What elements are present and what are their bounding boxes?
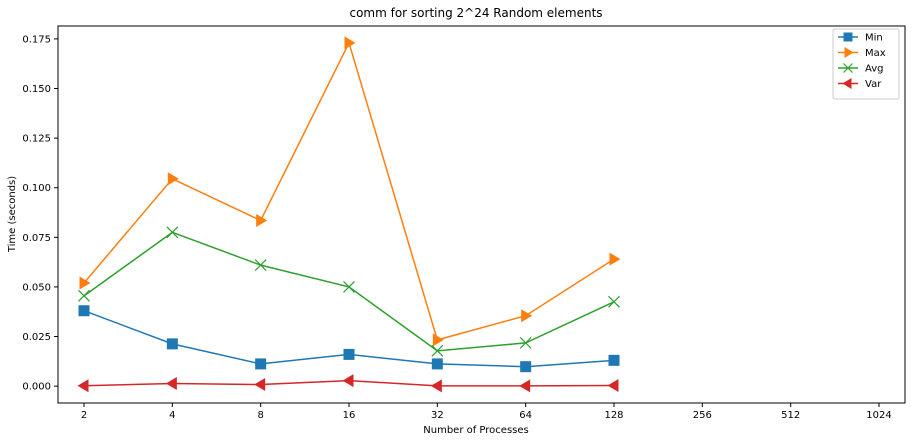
data-point — [254, 378, 266, 392]
data-point — [843, 63, 853, 73]
chart-title: comm for sorting 2^24 Random elements — [349, 6, 602, 20]
y-tick-label: 0.025 — [22, 332, 51, 343]
x-tick-label: 32 — [431, 410, 444, 421]
data-point — [430, 379, 442, 393]
data-point — [608, 295, 620, 308]
data-point — [844, 47, 854, 58]
y-tick-label: 0.050 — [22, 282, 51, 293]
legend-item-max: Max — [838, 47, 886, 59]
data-point — [608, 354, 620, 366]
series-var — [77, 374, 619, 393]
series-max — [79, 36, 621, 347]
data-point — [166, 338, 178, 350]
x-axis-title: Number of Processes — [423, 425, 528, 436]
x-tick-label: 4 — [169, 410, 175, 421]
legend-label: Max — [865, 48, 886, 59]
data-point — [431, 358, 443, 370]
x-tick-label: 1024 — [866, 410, 891, 421]
data-point — [342, 374, 354, 388]
x-tick-label: 64 — [519, 410, 532, 421]
data-point — [519, 336, 532, 349]
data-point — [344, 36, 356, 50]
legend-item-var: Var — [838, 78, 882, 90]
y-axis-ticks: 0.000 0.025 0.050 0.075 0.100 0.125 0.150 0.175 — [22, 34, 58, 393]
data-point — [432, 333, 444, 347]
data-point — [842, 78, 852, 89]
legend-label: Var — [865, 79, 882, 90]
data-point — [843, 32, 853, 42]
y-axis-title: Time (seconds) — [7, 176, 18, 253]
x-tick-label: 16 — [343, 410, 356, 421]
data-point — [520, 361, 532, 373]
plot-area — [57, 25, 906, 404]
data-point — [254, 259, 267, 272]
x-tick-label: 2 — [81, 410, 87, 421]
data-point — [431, 344, 444, 357]
plot-frame — [57, 25, 906, 404]
y-tick-label: 0.125 — [22, 134, 51, 145]
y-tick-label: 0.175 — [22, 34, 51, 45]
legend: Min Max Avg Var — [832, 28, 900, 100]
data-point — [255, 358, 267, 370]
series-min — [78, 305, 620, 373]
data-point — [79, 276, 91, 290]
y-tick-label: 0.150 — [22, 84, 51, 95]
legend-label: Min — [865, 33, 883, 44]
data-point — [609, 252, 621, 266]
legend-label: Avg — [865, 64, 884, 75]
data-point — [521, 309, 533, 323]
data-point — [167, 172, 179, 186]
y-tick-label: 0.075 — [22, 233, 51, 244]
x-axis-ticks: 2 4 8 16 32 64 128 256 512 1024 — [81, 403, 892, 421]
series-layer — [77, 36, 621, 393]
x-tick-label: 128 — [604, 410, 623, 421]
data-point — [343, 280, 355, 293]
series-line — [83, 231, 615, 352]
x-tick-label: 512 — [781, 410, 800, 421]
data-point — [78, 289, 90, 302]
legend-item-min: Min — [838, 32, 883, 44]
series-avg — [78, 226, 620, 357]
data-point — [343, 348, 355, 360]
data-point — [607, 379, 619, 393]
x-tick-label: 8 — [257, 410, 263, 421]
data-point — [256, 213, 268, 227]
y-tick-label: 0.000 — [22, 382, 51, 393]
data-point — [77, 379, 89, 393]
y-tick-label: 0.100 — [22, 183, 51, 194]
data-point — [165, 377, 177, 391]
legend-item-avg: Avg — [838, 63, 884, 75]
data-point — [78, 305, 90, 317]
data-point — [166, 226, 179, 239]
x-tick-label: 256 — [693, 410, 712, 421]
data-point — [519, 379, 531, 393]
series-line — [83, 40, 615, 341]
